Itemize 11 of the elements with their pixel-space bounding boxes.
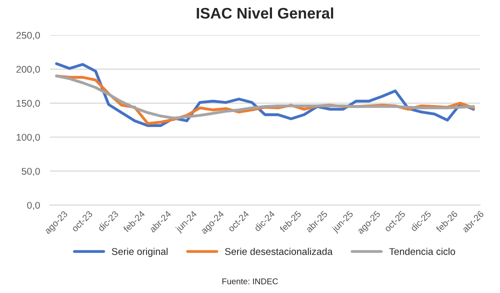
legend-label: Serie original — [112, 248, 168, 257]
y-tick-label: 100,0 — [16, 134, 40, 142]
y-tick-label: 250,0 — [16, 32, 40, 40]
y-tick-label: 50,0 — [22, 168, 40, 176]
chart-title: ISAC Nivel General — [196, 7, 334, 19]
y-tick-label: 200,0 — [16, 66, 40, 74]
y-tick-label: 150,0 — [16, 100, 40, 108]
legend-label: Serie desestacionalizada — [225, 248, 333, 255]
legend-label: Tendencia ciclo — [389, 248, 456, 255]
source-note: Fuente: INDEC — [222, 278, 278, 284]
y-tick-label: 0,0 — [27, 202, 40, 210]
